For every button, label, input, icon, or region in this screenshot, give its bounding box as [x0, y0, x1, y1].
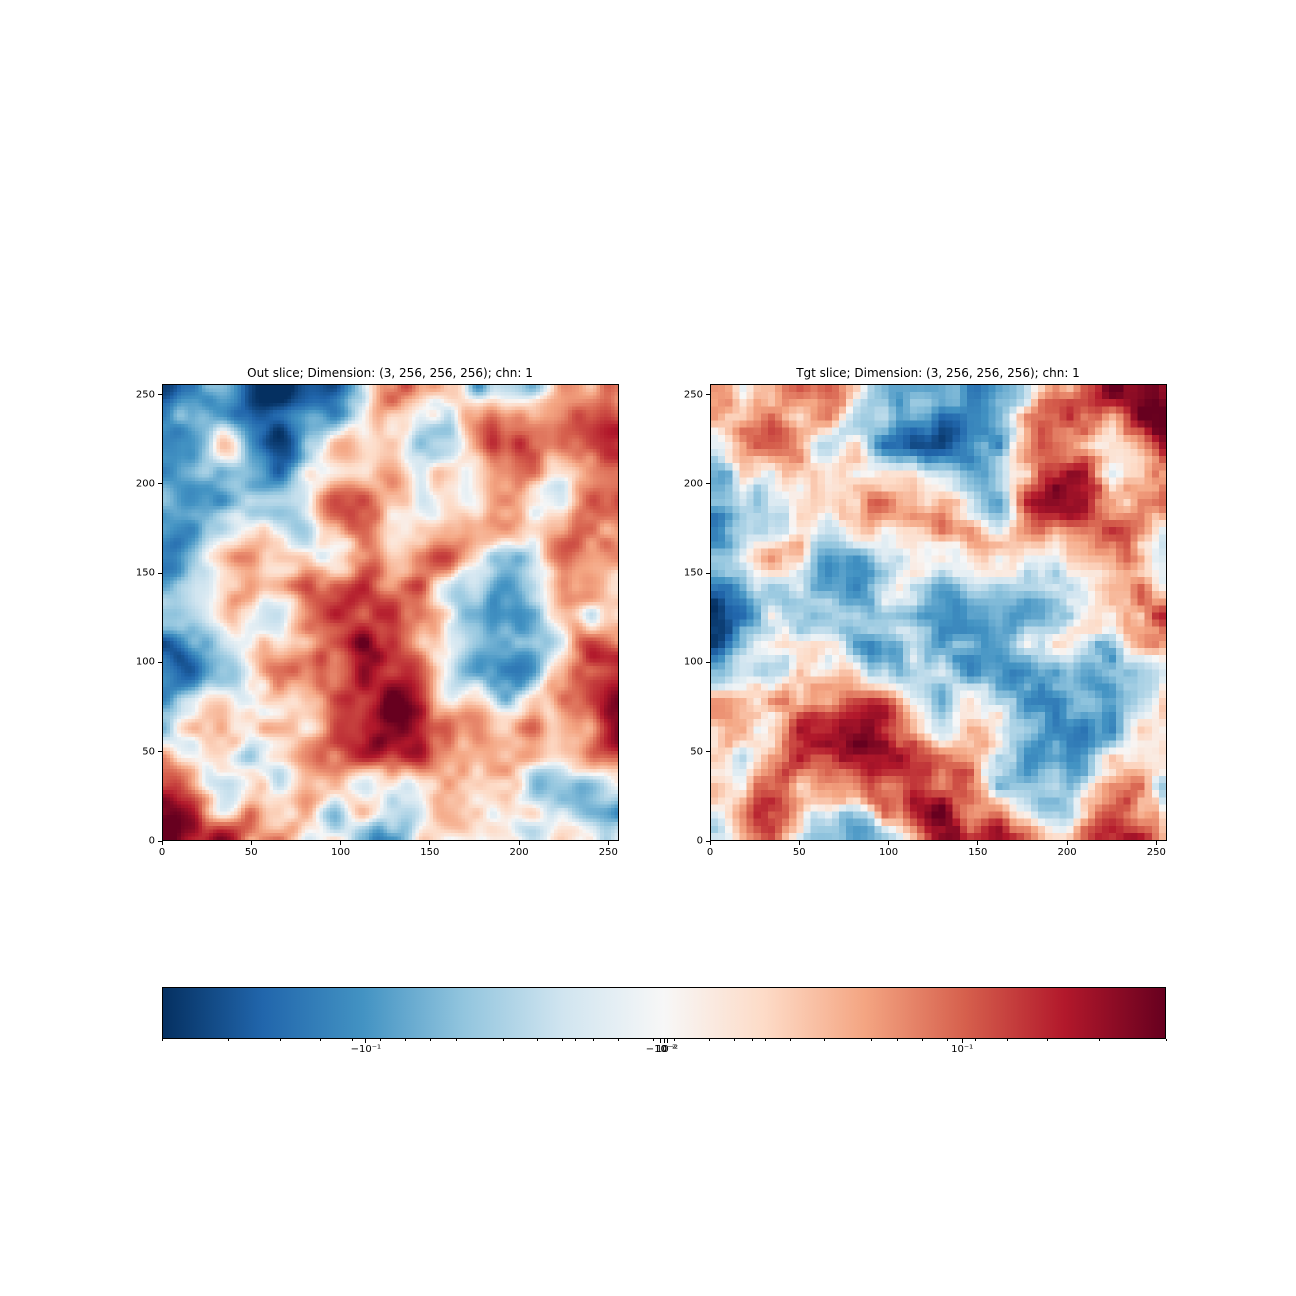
x-tick [1066, 841, 1068, 845]
colorbar-minor-tick [536, 1039, 538, 1041]
colorbar-minor-tick [1047, 1039, 1049, 1041]
x-tick [977, 841, 979, 845]
y-tick [706, 840, 710, 842]
x-tick [429, 841, 431, 845]
colorbar-minor-tick [653, 1039, 655, 1041]
y-tick [158, 394, 162, 396]
colorbar-minor-tick [502, 1039, 504, 1041]
y-tick-label: 0 [696, 835, 703, 847]
colorbar-major-tick [365, 1039, 367, 1043]
y-tick [706, 661, 710, 663]
y-tick-label: 150 [135, 567, 155, 579]
colorbar-minor-tick [871, 1039, 873, 1041]
tgt-slice-image [710, 384, 1167, 841]
x-tick-label: 200 [509, 847, 529, 858]
x-tick [798, 841, 800, 845]
colorbar-tick-label: −10⁻¹ [350, 1044, 381, 1055]
y-tick-label: 100 [135, 656, 155, 668]
colorbar-minor-tick [380, 1039, 382, 1041]
colorbar-minor-tick [751, 1039, 753, 1041]
tgt-slice-title: Tgt slice; Dimension: (3, 256, 256, 256)… [796, 366, 1080, 380]
colorbar-tick-label: 10⁻² [655, 1044, 679, 1055]
y-tick-label: 200 [135, 478, 155, 490]
x-tick-label: 200 [1057, 847, 1077, 858]
x-tick [607, 841, 609, 845]
colorbar-major-tick [663, 1039, 665, 1043]
colorbar-minor-tick [708, 1039, 710, 1041]
x-tick [1155, 841, 1157, 845]
colorbar-minor-tick [562, 1039, 564, 1041]
colorbar-major-tick [961, 1039, 963, 1043]
x-tick-label: 0 [158, 847, 166, 858]
x-tick-label: 250 [598, 847, 618, 858]
out-slice-image [162, 384, 619, 841]
x-tick [709, 841, 711, 845]
x-tick-label: 150 [420, 847, 440, 858]
x-tick [518, 841, 520, 845]
y-tick-label: 250 [135, 389, 155, 401]
y-tick [706, 572, 710, 574]
x-tick-label: 50 [792, 847, 806, 858]
x-tick [340, 841, 342, 845]
x-tick [250, 841, 252, 845]
y-tick-label: 50 [142, 746, 155, 758]
x-tick-label: 50 [244, 847, 258, 858]
y-tick-label: 50 [690, 746, 703, 758]
x-tick-label: 100 [878, 847, 899, 858]
y-tick [706, 483, 710, 485]
y-tick [706, 751, 710, 753]
y-tick [158, 751, 162, 753]
y-tick-label: 200 [683, 478, 703, 490]
colorbar-minor-tick [1099, 1039, 1101, 1041]
x-tick-label: 100 [330, 847, 351, 858]
colorbar-minor-tick [946, 1039, 948, 1041]
colorbar-minor-tick [320, 1039, 322, 1041]
colorbar-minor-tick [974, 1039, 976, 1041]
colorbar-major-tick [666, 1039, 668, 1043]
y-tick-label: 100 [683, 656, 703, 668]
y-tick [158, 572, 162, 574]
colorbar-minor-tick [593, 1039, 595, 1041]
y-tick-label: 0 [148, 835, 155, 847]
colorbar-minor-tick [455, 1039, 457, 1041]
x-tick-label: 0 [706, 847, 714, 858]
colorbar-minor-tick [673, 1039, 675, 1041]
colorbar-tick-label: −10⁻² [645, 1044, 677, 1055]
y-tick [706, 394, 710, 396]
colorbar-minor-tick [733, 1039, 735, 1041]
colorbar-minor-tick [227, 1039, 229, 1041]
y-tick [158, 840, 162, 842]
x-tick [888, 841, 890, 845]
colorbar-major-tick [660, 1039, 662, 1043]
colorbar-minor-tick [352, 1039, 354, 1041]
colorbar-minor-tick [790, 1039, 791, 1041]
colorbar-minor-tick [575, 1039, 577, 1041]
colorbar-minor-tick [764, 1039, 766, 1041]
x-tick-label: 150 [968, 847, 988, 858]
y-tick-label: 150 [683, 567, 703, 579]
x-tick [161, 841, 163, 845]
y-tick [158, 661, 162, 663]
colorbar-minor-tick [279, 1039, 281, 1041]
colorbar-minor-tick [824, 1039, 826, 1041]
colorbar-minor-tick [161, 1039, 163, 1041]
colorbar-minor-tick [921, 1039, 923, 1041]
colorbar-tick-label: 10⁻¹ [951, 1044, 974, 1055]
y-tick [158, 483, 162, 485]
x-tick-label: 250 [1146, 847, 1166, 858]
y-tick-label: 250 [683, 389, 703, 401]
colorbar-minor-tick [618, 1039, 620, 1041]
colorbar-minor-tick [1006, 1039, 1008, 1041]
out-slice-title: Out slice; Dimension: (3, 256, 256, 256)… [247, 366, 533, 380]
colorbar-tick-label: 0 [660, 1044, 668, 1055]
colorbar-minor-tick [405, 1039, 407, 1041]
colorbar-minor-tick [1165, 1039, 1167, 1041]
colorbar-minor-tick [897, 1039, 899, 1041]
colorbar-minor-tick [429, 1039, 431, 1041]
colorbar [162, 987, 1166, 1039]
